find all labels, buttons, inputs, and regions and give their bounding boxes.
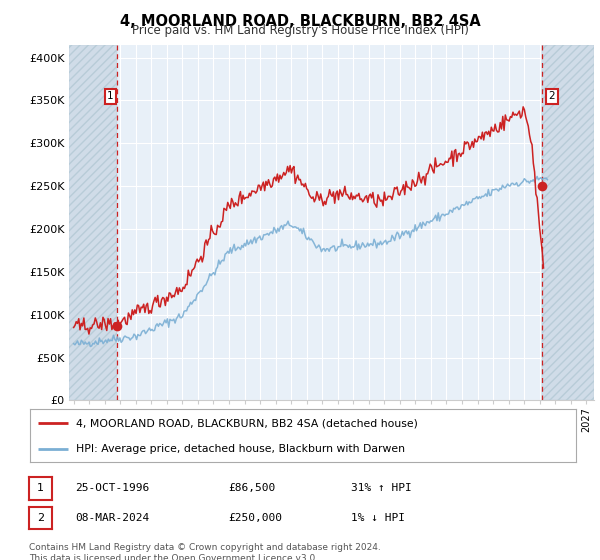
Text: HPI: Average price, detached house, Blackburn with Darwen: HPI: Average price, detached house, Blac… <box>76 444 406 454</box>
Text: Contains HM Land Registry data © Crown copyright and database right 2024.
This d: Contains HM Land Registry data © Crown c… <box>29 543 380 560</box>
Bar <box>542 45 594 400</box>
Text: 08-MAR-2024: 08-MAR-2024 <box>75 513 149 523</box>
Text: 2: 2 <box>37 513 44 523</box>
Bar <box>69 45 118 400</box>
Text: Price paid vs. HM Land Registry's House Price Index (HPI): Price paid vs. HM Land Registry's House … <box>131 24 469 37</box>
Text: 2: 2 <box>548 91 555 101</box>
Text: 31% ↑ HPI: 31% ↑ HPI <box>351 483 412 493</box>
Text: 4, MOORLAND ROAD, BLACKBURN, BB2 4SA (detached house): 4, MOORLAND ROAD, BLACKBURN, BB2 4SA (de… <box>76 418 418 428</box>
Text: £250,000: £250,000 <box>228 513 282 523</box>
Text: 4, MOORLAND ROAD, BLACKBURN, BB2 4SA: 4, MOORLAND ROAD, BLACKBURN, BB2 4SA <box>119 14 481 29</box>
Text: £86,500: £86,500 <box>228 483 275 493</box>
Text: 1: 1 <box>107 91 114 101</box>
Text: 25-OCT-1996: 25-OCT-1996 <box>75 483 149 493</box>
Text: 1% ↓ HPI: 1% ↓ HPI <box>351 513 405 523</box>
Text: 1: 1 <box>37 483 44 493</box>
